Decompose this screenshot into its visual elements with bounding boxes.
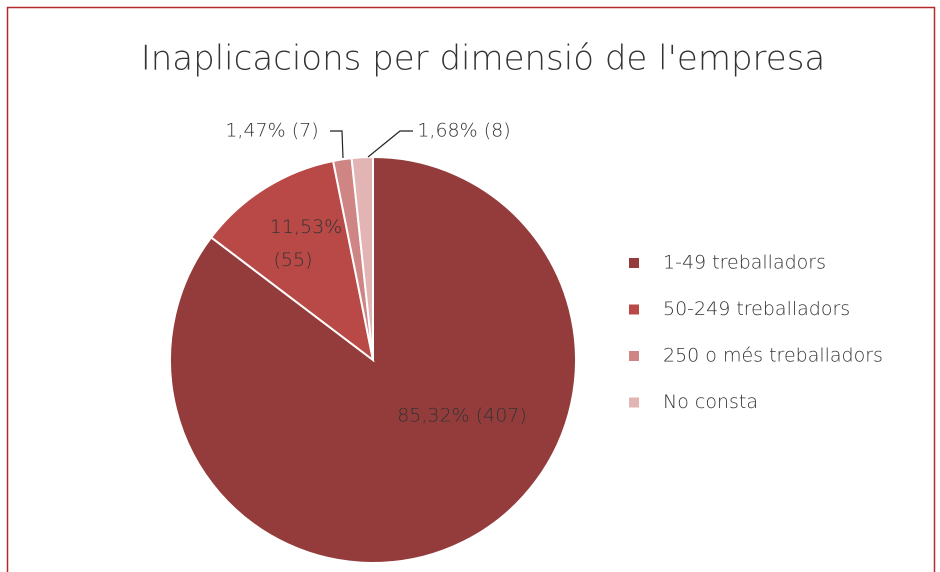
legend-swatch (629, 304, 639, 315)
legend-label: No consta (663, 391, 758, 413)
leader-line (330, 130, 344, 159)
legend-label: 250 o més treballadors (663, 345, 883, 367)
legend-swatch (629, 397, 639, 408)
data-label: 1,47% (7) (225, 120, 318, 142)
data-label: 85,32% (407) (397, 405, 527, 427)
pie-slice (350, 155, 374, 361)
leader-line (367, 130, 413, 158)
pie-slice (209, 159, 375, 363)
chart-title: Inaplicacions per dimensió de l'empresa (141, 39, 826, 79)
legend-label: 50-249 treballadors (663, 298, 850, 320)
data-label: 11,53% (55) (270, 216, 342, 271)
legend-swatch (629, 351, 639, 361)
legend-label: 1-49 treballadors (663, 252, 826, 274)
legend-swatch (629, 258, 639, 268)
data-label: 1,68% (8) (417, 120, 510, 142)
